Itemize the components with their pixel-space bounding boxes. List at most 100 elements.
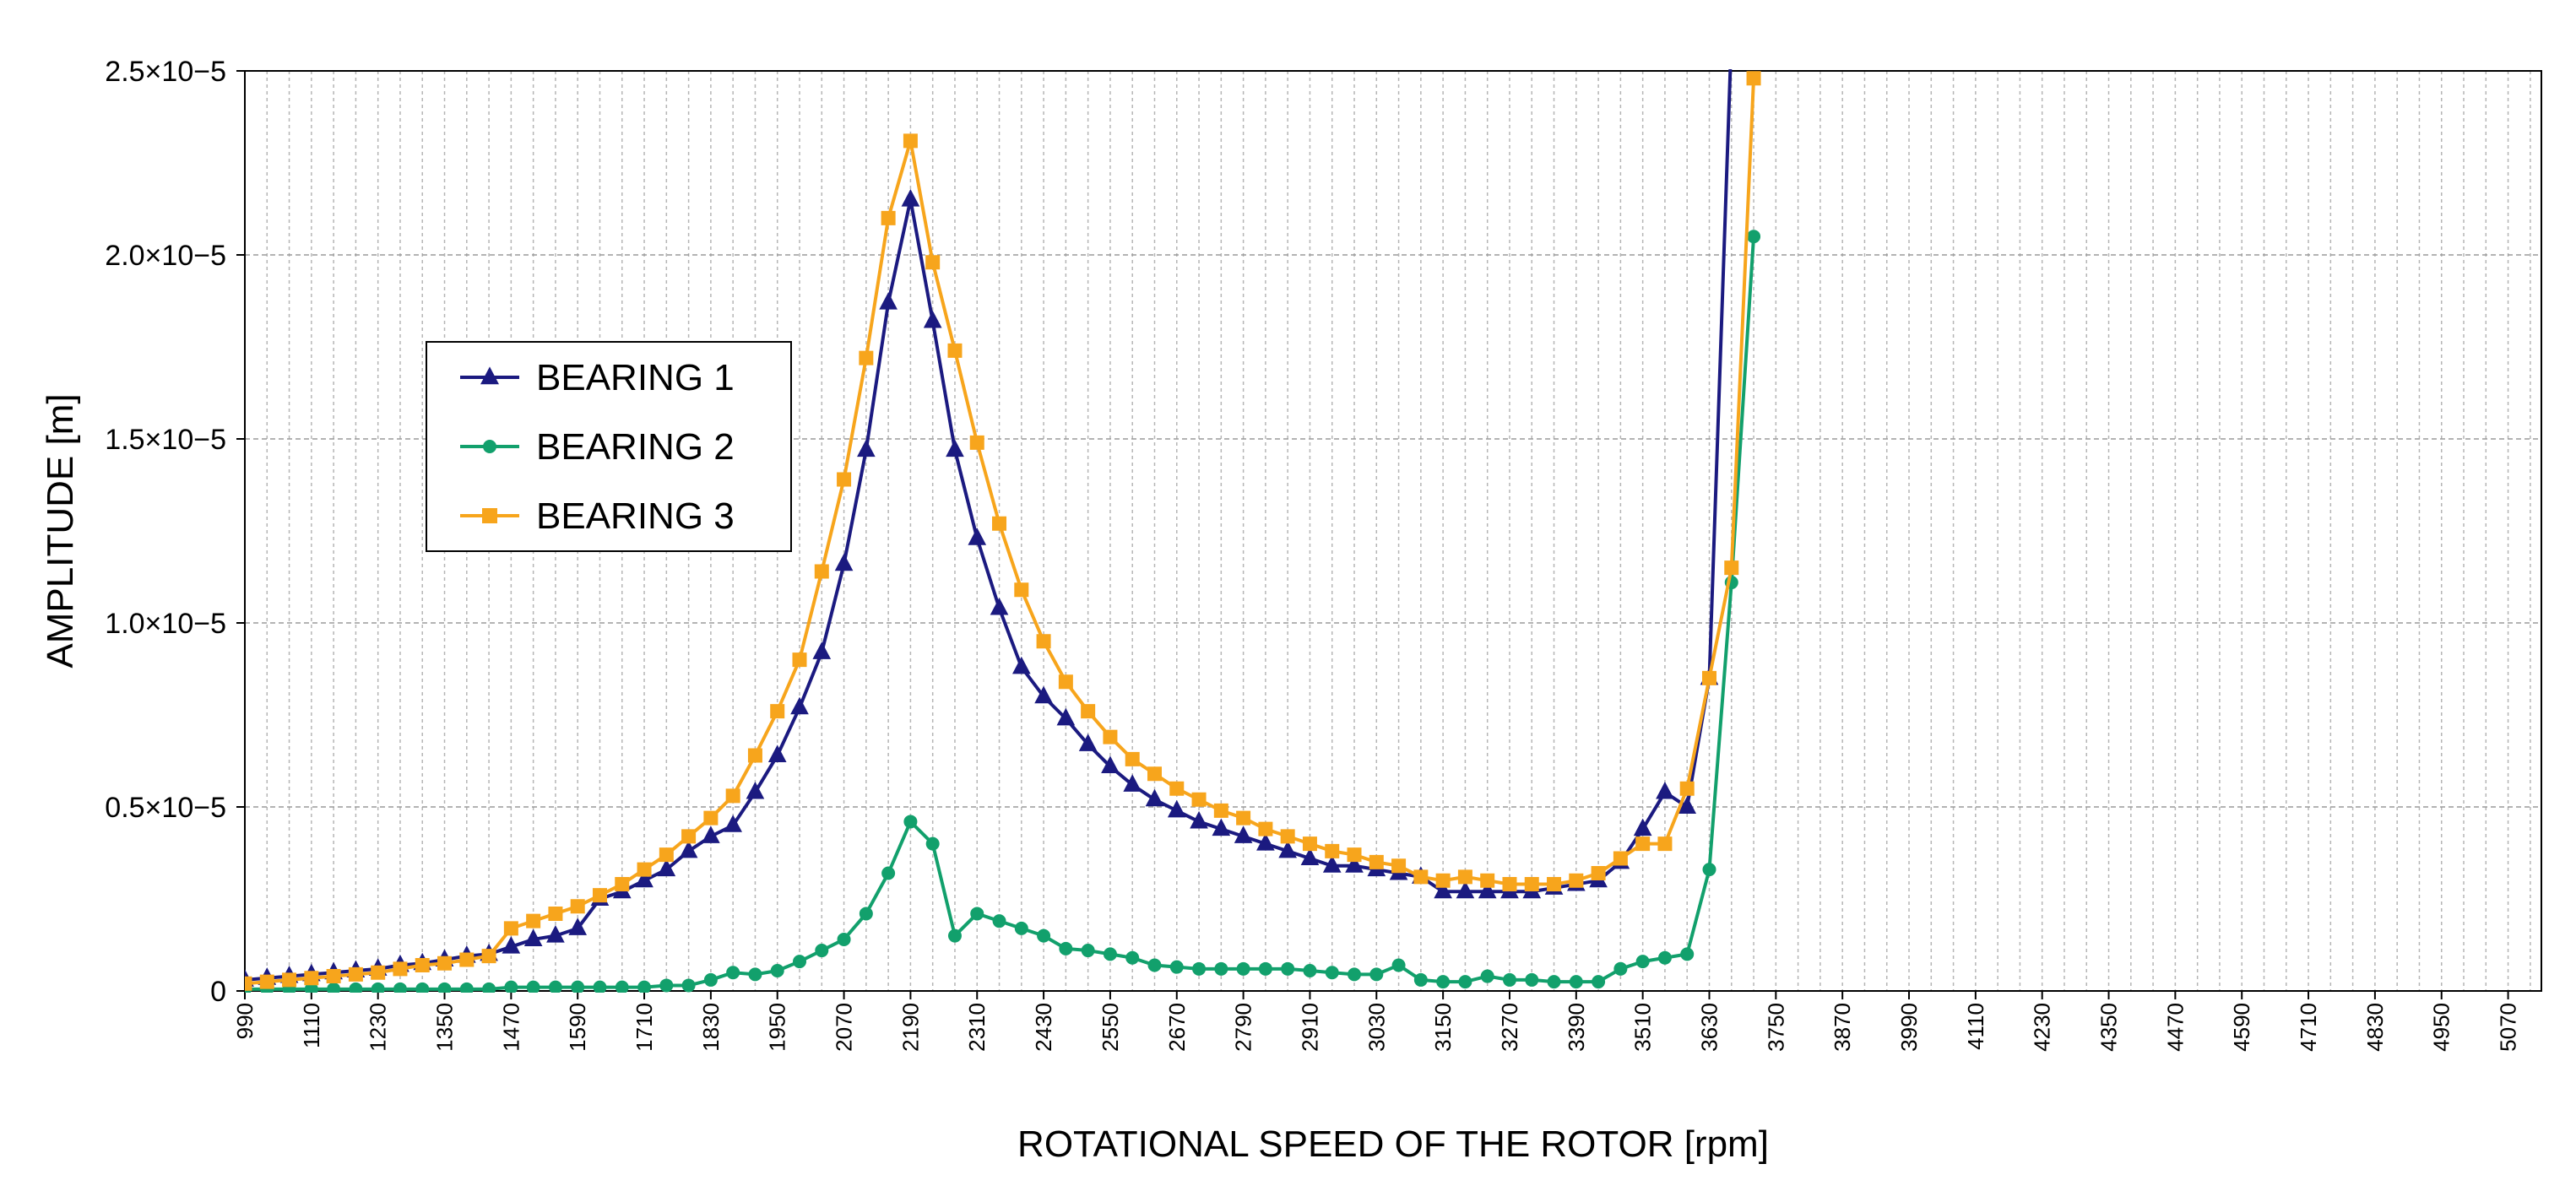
data-point-bearing-2 bbox=[1303, 964, 1317, 977]
data-point-bearing-3 bbox=[1058, 674, 1073, 690]
data-point-bearing-1 bbox=[1633, 818, 1652, 836]
x-tick-label: 4230 bbox=[2030, 1003, 2055, 1052]
legend-item-bearing-3: BEARING 3 bbox=[460, 495, 735, 537]
data-point-bearing-1 bbox=[502, 936, 521, 954]
data-point-bearing-2 bbox=[1525, 972, 1539, 987]
data-point-bearing-3 bbox=[304, 971, 319, 986]
data-point-bearing-2 bbox=[1613, 961, 1628, 976]
data-point-bearing-1 bbox=[923, 310, 942, 328]
data-point-bearing-3 bbox=[1391, 858, 1407, 874]
y-tick-label: 1.0×10−5 bbox=[105, 608, 226, 640]
data-point-bearing-2 bbox=[1547, 975, 1561, 989]
data-point-bearing-3 bbox=[814, 564, 829, 579]
data-point-bearing-2 bbox=[1680, 947, 1695, 961]
data-point-bearing-3 bbox=[792, 652, 807, 668]
data-point-bearing-2 bbox=[947, 928, 962, 943]
data-point-bearing-3 bbox=[1569, 873, 1584, 888]
data-point-bearing-2 bbox=[748, 967, 762, 982]
series-bearing-3 bbox=[245, 71, 1761, 991]
data-point-bearing-1 bbox=[1101, 755, 1120, 774]
data-point-bearing-3 bbox=[1701, 670, 1716, 685]
x-tick-label: 3030 bbox=[1364, 1003, 1389, 1052]
data-point-bearing-1 bbox=[1345, 855, 1364, 873]
data-point-bearing-1 bbox=[879, 292, 898, 310]
data-point-bearing-3 bbox=[437, 956, 453, 971]
data-point-bearing-2 bbox=[970, 907, 984, 921]
data-point-bearing-1 bbox=[657, 858, 676, 877]
data-point-bearing-1 bbox=[857, 439, 876, 457]
data-point-bearing-3 bbox=[1524, 877, 1539, 892]
data-point-bearing-3 bbox=[615, 877, 630, 892]
data-point-bearing-3 bbox=[1081, 704, 1096, 719]
data-point-bearing-3 bbox=[1413, 869, 1429, 885]
x-tick-label: 2790 bbox=[1231, 1003, 1256, 1052]
data-point-bearing-1 bbox=[702, 826, 720, 843]
data-point-bearing-3 bbox=[1435, 873, 1451, 888]
data-point-bearing-2 bbox=[349, 982, 363, 993]
data-point-bearing-2 bbox=[1592, 975, 1606, 989]
data-point-bearing-2 bbox=[659, 978, 674, 993]
y-tick-label: 2.0×10−5 bbox=[105, 240, 226, 272]
x-tick-label: 3270 bbox=[1497, 1003, 1522, 1052]
data-point-bearing-2 bbox=[1037, 928, 1051, 943]
data-point-bearing-1 bbox=[1078, 734, 1098, 751]
data-point-bearing-3 bbox=[1213, 803, 1228, 818]
data-point-bearing-3 bbox=[637, 862, 652, 877]
data-point-bearing-2 bbox=[1258, 961, 1272, 976]
y-axis-title: AMPLITUDE [m] bbox=[40, 393, 81, 668]
data-point-bearing-2 bbox=[881, 866, 896, 880]
x-tick-label: 2070 bbox=[832, 1003, 857, 1052]
data-point-bearing-2 bbox=[1169, 960, 1184, 974]
data-point-bearing-1 bbox=[1212, 818, 1231, 836]
data-point-bearing-1 bbox=[746, 781, 765, 799]
data-point-bearing-1 bbox=[1167, 799, 1186, 818]
x-tick-label: 4470 bbox=[2162, 1003, 2188, 1052]
data-point-bearing-3 bbox=[1724, 560, 1739, 576]
data-point-bearing-1 bbox=[790, 696, 809, 715]
data-point-bearing-3 bbox=[1103, 729, 1118, 744]
data-point-bearing-3 bbox=[415, 957, 430, 972]
data-point-bearing-2 bbox=[793, 955, 807, 969]
x-tick-label: 4830 bbox=[2362, 1003, 2388, 1052]
legend-item-bearing-1: BEARING 1 bbox=[460, 357, 735, 398]
data-point-bearing-1 bbox=[1322, 855, 1342, 873]
y-tick-label: 0.5×10−5 bbox=[105, 792, 226, 824]
data-point-bearing-3 bbox=[881, 210, 896, 225]
data-point-bearing-2 bbox=[1635, 955, 1650, 969]
x-tick-label: 1590 bbox=[565, 1003, 590, 1052]
data-point-bearing-2 bbox=[837, 933, 851, 946]
legend: BEARING 1 BEARING 2 BEARING 3 bbox=[426, 341, 792, 552]
data-point-bearing-3 bbox=[725, 788, 740, 804]
data-point-bearing-2 bbox=[1348, 967, 1362, 982]
data-point-bearing-3 bbox=[570, 899, 585, 914]
data-point-bearing-1 bbox=[767, 744, 787, 762]
data-point-bearing-2 bbox=[815, 944, 829, 957]
data-point-bearing-2 bbox=[1502, 972, 1516, 987]
data-point-bearing-3 bbox=[348, 966, 363, 982]
data-point-bearing-2 bbox=[593, 980, 607, 993]
x-tick-label: 2670 bbox=[1164, 1003, 1190, 1052]
data-point-bearing-3 bbox=[503, 921, 518, 936]
x-tick-label: 3990 bbox=[1896, 1003, 1922, 1052]
data-point-bearing-2 bbox=[1369, 967, 1384, 982]
legend-label-bearing-3: BEARING 3 bbox=[536, 495, 735, 537]
data-point-bearing-3 bbox=[1657, 836, 1673, 852]
data-point-bearing-3 bbox=[326, 969, 341, 984]
data-point-bearing-3 bbox=[1480, 873, 1495, 888]
data-point-bearing-2 bbox=[504, 980, 518, 993]
data-point-bearing-3 bbox=[481, 949, 496, 964]
x-tick-label: 2910 bbox=[1297, 1003, 1322, 1052]
data-point-bearing-1 bbox=[1678, 796, 1697, 814]
data-point-bearing-2 bbox=[1413, 972, 1428, 987]
data-point-bearing-3 bbox=[1236, 810, 1251, 826]
data-point-bearing-3 bbox=[947, 343, 963, 358]
data-point-bearing-1 bbox=[1278, 840, 1297, 858]
data-point-bearing-2 bbox=[327, 982, 341, 993]
x-tick-label: 3630 bbox=[1696, 1003, 1722, 1052]
data-point-bearing-1 bbox=[1011, 656, 1031, 674]
data-point-bearing-2 bbox=[637, 980, 652, 993]
x-tick-label: 1110 bbox=[299, 1003, 324, 1048]
data-point-bearing-2 bbox=[1480, 969, 1494, 983]
x-tick-label: 1350 bbox=[432, 1003, 458, 1052]
